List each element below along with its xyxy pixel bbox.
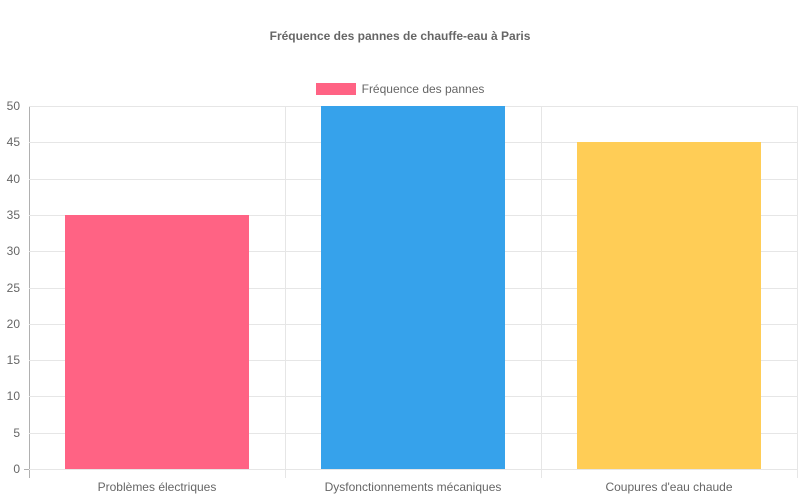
bar[interactable]	[64, 214, 250, 469]
legend-label: Fréquence des pannes	[361, 82, 485, 96]
x-tick-label: Coupures d'eau chaude	[605, 480, 733, 494]
legend[interactable]: Fréquence des pannes	[0, 82, 800, 96]
plot-area	[24, 106, 798, 478]
chart-title: Fréquence des pannes de chauffe-eau à Pa…	[269, 29, 531, 43]
y-tick-label: 15	[6, 353, 20, 368]
bar[interactable]	[320, 106, 506, 469]
y-tick-label: 50	[6, 99, 20, 113]
vertical-gridline	[541, 106, 542, 478]
y-tick-label: 30	[6, 244, 20, 259]
bar[interactable]	[576, 142, 762, 469]
y-tick-label: 20	[6, 316, 20, 331]
y-tick-label: 45	[6, 135, 20, 150]
vertical-gridline	[285, 106, 286, 478]
y-axis	[29, 106, 30, 478]
legend-swatch	[315, 83, 356, 95]
y-tick-label: 35	[6, 207, 20, 222]
vertical-gridline	[797, 106, 798, 478]
y-tick-label: 40	[6, 171, 20, 186]
x-tick-label: Problèmes électriques	[97, 480, 217, 494]
y-tick-label: 5	[13, 425, 20, 440]
gridline	[29, 469, 797, 470]
y-tick-label: 25	[6, 280, 20, 295]
x-tick-label: Dysfonctionnements mécaniques	[324, 480, 502, 494]
y-tick-label: 0	[13, 462, 20, 476]
y-tick-label: 10	[6, 389, 20, 404]
